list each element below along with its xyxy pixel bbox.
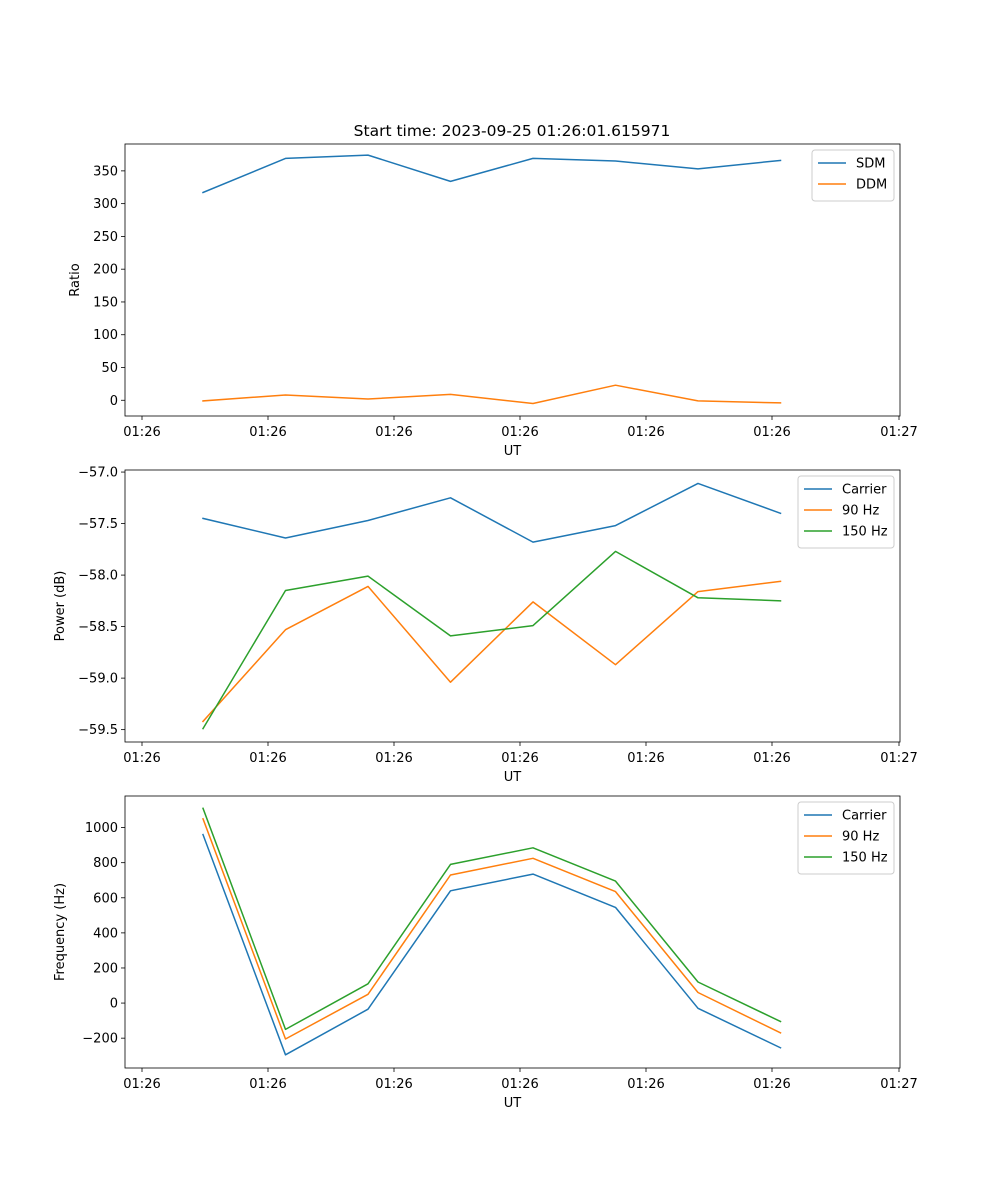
y-tick-label: 350 (93, 164, 118, 179)
power-panel: −59.5 −59.0 −58.5 −58.0 −57.5 −57.0 01:26 01:26… (53, 466, 918, 785)
legend-label: 90 Hz (842, 830, 879, 845)
series-line-carrier (202, 482, 782, 543)
x-tick-label: 01:26 (249, 1077, 286, 1092)
y-tick-label: −57.0 (78, 466, 118, 481)
legend-label: Carrier (842, 809, 887, 824)
x-tick-label: 01:26 (501, 751, 538, 766)
figure-title: Start time: 2023-09-25 01:26:01.615971 (354, 122, 671, 140)
x-tick-label: 01:26 (627, 1077, 664, 1092)
y-tick-label: 200 (93, 961, 118, 976)
plot-frame (124, 469, 901, 743)
legend-box (797, 475, 895, 549)
legend-label: SDM (856, 157, 885, 172)
x-tick-label: 01:26 (123, 425, 160, 440)
x-axis-label: UT (504, 770, 522, 785)
ratio-panel: 0 50 100 150 200 250 300 350 01:26 01:26 01:26 01:2… (68, 143, 918, 459)
y-tick-label: 250 (93, 230, 118, 245)
y-tick-label: 0 (110, 394, 118, 409)
y-tick-label: 800 (93, 856, 118, 871)
y-tick-label: 150 (93, 295, 118, 310)
y-tick-label: −200 (82, 1032, 118, 1047)
series-line-150-hz (202, 807, 782, 1031)
x-tick-label: 01:26 (501, 1077, 538, 1092)
y-tick-label: 600 (93, 891, 118, 906)
x-tick-label: 01:26 (501, 425, 538, 440)
y-tick-label: −59.0 (78, 672, 118, 687)
x-tick-label: 01:26 (627, 425, 664, 440)
y-tick-label: 200 (93, 263, 118, 278)
y-tick-label: 300 (93, 197, 118, 212)
x-axis-label: UT (504, 444, 522, 459)
y-axis-label: Frequency (Hz) (53, 883, 68, 981)
legend-label: DDM (856, 178, 887, 193)
series-line-150-hz (201, 550, 782, 730)
x-axis-label: UT (504, 1096, 522, 1111)
legend-label: 90 Hz (842, 504, 879, 519)
y-axis-label: Ratio (68, 263, 83, 296)
series-line-carrier (202, 833, 782, 1056)
x-tick-label: 01:26 (123, 751, 160, 766)
y-tick-label: −57.5 (78, 517, 118, 532)
x-tick-label: 01:26 (375, 751, 412, 766)
x-tick-label: 01:26 (375, 425, 412, 440)
y-tick-label: 50 (101, 361, 118, 376)
x-tick-label: 01:26 (753, 1077, 790, 1092)
series-line-sdm (202, 154, 782, 194)
legend-box (797, 801, 895, 875)
series-line-90-hz (201, 580, 782, 723)
y-tick-label: −59.5 (78, 723, 118, 738)
x-tick-label: 01:27 (880, 1077, 917, 1092)
y-tick-label: 100 (93, 328, 118, 343)
y-tick-label: 400 (93, 926, 118, 941)
x-tick-label: 01:26 (627, 751, 664, 766)
y-axis-label: Power (dB) (53, 571, 68, 642)
x-tick-label: 01:26 (249, 751, 286, 766)
x-tick-label: 01:26 (753, 425, 790, 440)
x-tick-label: 01:26 (753, 751, 790, 766)
x-tick-label: 01:26 (123, 1077, 160, 1092)
legend-label: 150 Hz (842, 851, 888, 866)
x-tick-label: 01:27 (880, 751, 917, 766)
x-tick-label: 01:27 (880, 425, 917, 440)
legend-label: 150 Hz (842, 525, 888, 540)
frequency-panel: −200 0 200 400 600 800 1000 01:26 01:26 01:26 01:2… (53, 795, 918, 1111)
plot-frame (124, 795, 901, 1069)
series-line-ddm (202, 384, 782, 405)
legend-label: Carrier (842, 483, 887, 498)
y-tick-label: −58.0 (78, 569, 118, 584)
series-line-90-hz (202, 817, 782, 1040)
x-tick-label: 01:26 (375, 1077, 412, 1092)
y-tick-label: 0 (110, 997, 118, 1012)
plot-frame (124, 143, 901, 417)
x-tick-label: 01:26 (249, 425, 286, 440)
y-tick-label: 1000 (85, 821, 118, 836)
y-tick-label: −58.5 (78, 620, 118, 635)
